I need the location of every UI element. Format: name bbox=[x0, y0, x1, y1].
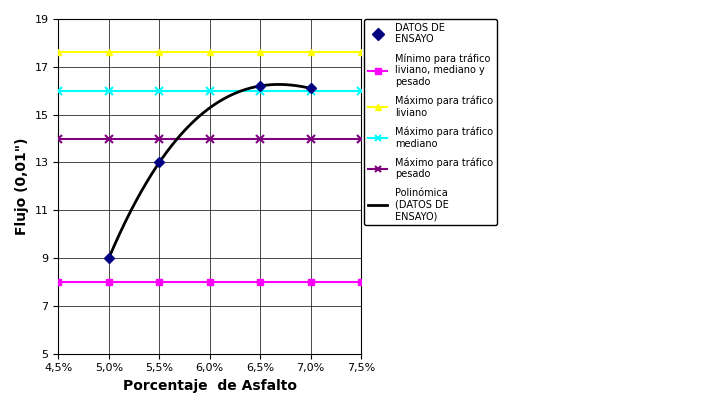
X-axis label: Porcentaje  de Asfalto: Porcentaje de Asfalto bbox=[123, 379, 297, 393]
Y-axis label: Flujo (0,01"): Flujo (0,01") bbox=[15, 137, 29, 235]
Legend: DATOS DE
ENSAYO, Mínimo para tráfico
liviano, mediano y
pesado, Máximo para tráf: DATOS DE ENSAYO, Mínimo para tráfico liv… bbox=[364, 19, 497, 225]
